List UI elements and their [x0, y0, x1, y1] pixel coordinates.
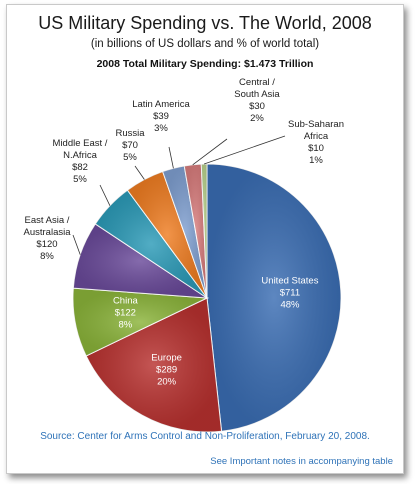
leader-line-latin-america	[168, 146, 174, 169]
pie-slice-shade-china	[72, 288, 207, 356]
leader-line-middle-east-n-africa	[99, 184, 111, 206]
slice-label-russia: Russia $70 5%	[115, 128, 145, 163]
slice-label-central-south-asia: Central / South Asia $30 2%	[234, 77, 280, 124]
leader-line-russia	[134, 165, 145, 180]
chart-subtitle: (in billions of US dollars and % of worl…	[90, 38, 320, 50]
slice-label-sub-saharan-africa: Sub-Saharan Africa $10 1%	[288, 119, 344, 166]
total-spending-label: 2008 Total Military Spending: $1.473 Tri…	[96, 58, 314, 70]
chart-card: US Military Spending vs. The World, 2008…	[6, 4, 404, 474]
important-notes-link[interactable]: See Important notes in accompanying tabl…	[210, 456, 393, 467]
slice-label-east-asia-australasia: East Asia / Australasia $120 8%	[24, 215, 72, 262]
slice-label-united-states: United States $711 48%	[261, 276, 318, 311]
slice-label-china: China $122 8%	[113, 295, 139, 330]
pie-slice-shade-russia	[127, 171, 207, 298]
pie-slice-shade-sub-saharan-africa	[201, 164, 207, 298]
pie-slice-shade-latin-america	[162, 165, 207, 298]
pie-slice-shade-central-south-asia	[184, 164, 207, 298]
slice-label-middle-east-n-africa: Middle East / N.Africa $82 5%	[53, 138, 108, 185]
leader-line-sub-saharan-africa	[203, 135, 286, 165]
source-note: Source: Center for Arms Control and Non-…	[40, 431, 370, 442]
leader-line-central-south-asia	[192, 138, 228, 166]
slice-label-europe: Europe $289 20%	[151, 353, 182, 388]
pie-slice-shade-east-asia-australasia	[73, 223, 207, 298]
chart-title: US Military Spending vs. The World, 2008	[38, 13, 372, 33]
slice-label-latin-america: Latin America $39 3%	[132, 99, 190, 134]
pie-slice-shade-europe	[86, 298, 222, 433]
pie-chart: United States $711 48% Europe $289 20% China $1…	[24, 77, 344, 433]
pie-slice-shade-united-states	[207, 163, 342, 432]
pie-slice-shade-middle-east-n-africa	[95, 190, 207, 298]
leader-line-east-asia-australasia	[72, 234, 81, 255]
